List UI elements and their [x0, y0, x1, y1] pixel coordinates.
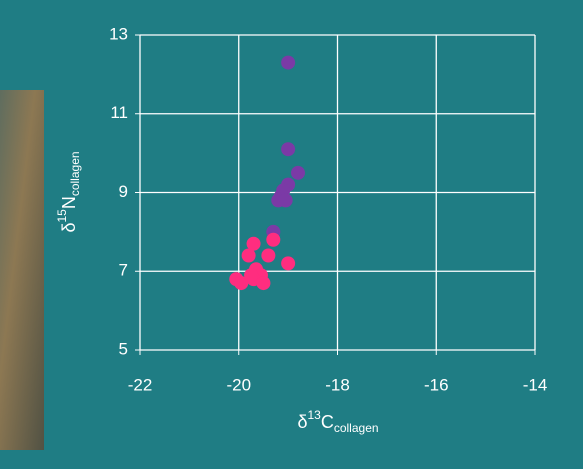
x-tick-label: -14 — [523, 375, 548, 394]
point — [256, 276, 270, 290]
point — [242, 249, 256, 263]
y-tick-label: 7 — [119, 261, 128, 280]
x-label-main: C — [321, 412, 334, 432]
x-tick-label: -18 — [325, 375, 350, 394]
point — [261, 249, 275, 263]
point — [291, 166, 305, 180]
point — [281, 56, 295, 70]
x-tick-label: -20 — [226, 375, 251, 394]
x-label-symbol: δ — [297, 412, 307, 432]
point — [266, 233, 280, 247]
point — [244, 268, 258, 282]
x-label-sub: collagen — [334, 421, 379, 435]
x-tick-label: -22 — [128, 375, 153, 394]
y-tick-label: 5 — [119, 339, 128, 358]
x-label-sup: 13 — [307, 408, 321, 422]
y-tick-label: 9 — [119, 182, 128, 201]
page: δ13Ccollagen δ15Ncollagen 5791113-22-20-… — [0, 0, 583, 469]
y-label-sup: 15 — [55, 209, 69, 223]
point — [279, 193, 293, 207]
photo-strip — [0, 90, 44, 450]
y-label-symbol: δ — [59, 223, 79, 233]
chart: δ13Ccollagen δ15Ncollagen 5791113-22-20-… — [0, 0, 583, 469]
point — [281, 142, 295, 156]
y-label-sub: collagen — [68, 151, 82, 196]
x-tick-label: -16 — [424, 375, 449, 394]
panel — [44, 0, 583, 469]
y-label-main: N — [59, 196, 79, 209]
point — [281, 256, 295, 270]
y-tick-label: 13 — [109, 24, 128, 43]
y-tick-label: 11 — [110, 103, 128, 122]
